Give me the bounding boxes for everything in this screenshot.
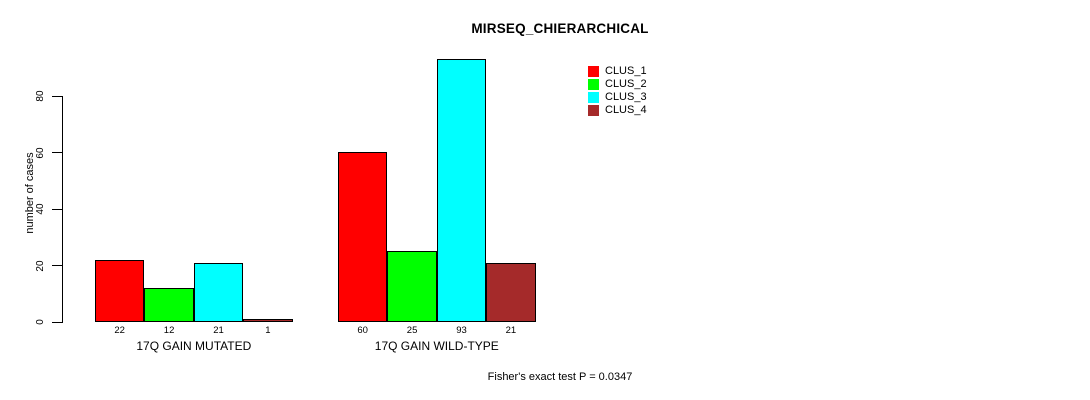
chart-title: MIRSEQ_CHIERARCHICAL <box>471 21 649 36</box>
y-tick-label: 20 <box>35 259 46 272</box>
stat-annotation: Fisher's exact test P = 0.0347 <box>487 371 633 383</box>
legend-label: CLUS_3 <box>605 91 647 103</box>
bar-clus_1 <box>95 260 144 322</box>
bar-clus_3 <box>437 59 486 322</box>
legend-swatch-icon <box>588 105 599 116</box>
y-tick-label: 80 <box>35 90 46 102</box>
bar-value-label: 22 <box>114 325 125 336</box>
legend-row: CLUS_2 <box>588 78 647 91</box>
legend-swatch-icon <box>588 92 599 103</box>
legend-swatch-icon <box>588 66 599 77</box>
bar-clus_2 <box>387 251 437 322</box>
y-tick-label: 40 <box>35 203 46 215</box>
bar-value-label: 60 <box>357 325 368 336</box>
y-tick-mark <box>52 265 62 266</box>
bar-value-label: 93 <box>456 325 467 336</box>
y-tick-mark <box>52 208 62 210</box>
y-tick-mark <box>52 95 62 97</box>
legend-label: CLUS_1 <box>605 65 647 77</box>
y-tick-label: 60 <box>35 146 46 159</box>
bar-value-label: 21 <box>213 325 224 336</box>
legend-row: CLUS_3 <box>588 91 647 104</box>
bar-clus_1 <box>338 152 387 322</box>
group-label: 17Q GAIN WILD-TYPE <box>374 339 499 353</box>
bar-clus_4 <box>243 319 293 322</box>
group-label: 17Q GAIN MUTATED <box>136 339 252 353</box>
bar-value-label: 12 <box>163 325 175 336</box>
legend-swatch-icon <box>588 79 599 90</box>
bar-value-label: 21 <box>505 325 517 336</box>
legend-row: CLUS_4 <box>588 104 647 117</box>
y-tick-label: 0 <box>35 319 46 325</box>
legend: CLUS_1 CLUS_2 CLUS_3 CLUS_4 <box>588 65 647 117</box>
legend-label: CLUS_2 <box>605 78 647 90</box>
y-tick-mark <box>52 321 62 323</box>
bar-value-label: 25 <box>406 325 418 336</box>
y-tick-mark <box>52 152 62 153</box>
y-axis-line <box>62 96 63 323</box>
legend-row: CLUS_1 <box>588 65 647 78</box>
bar-value-label: 1 <box>265 325 271 336</box>
bar-clus_2 <box>144 288 194 322</box>
bar-clus_4 <box>486 263 536 322</box>
legend-label: CLUS_4 <box>605 104 647 116</box>
bar-clus_3 <box>194 263 243 322</box>
